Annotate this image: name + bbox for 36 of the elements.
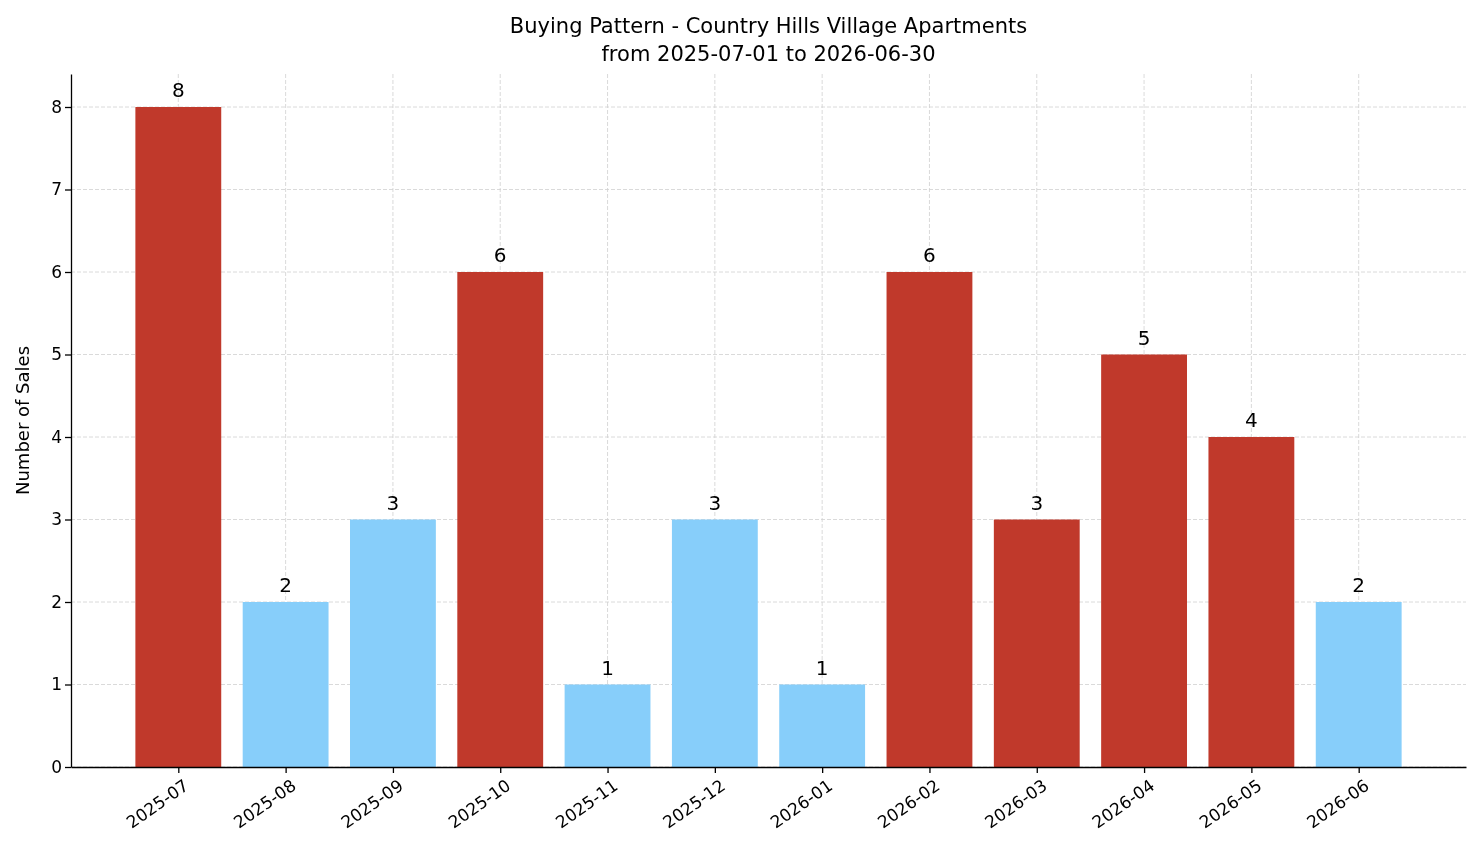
data-label: 1 [815, 655, 829, 680]
data-label: 2 [1352, 573, 1366, 597]
data-label: 3 [708, 490, 722, 515]
data-label: 4 [1245, 408, 1258, 432]
data-label: 2 [279, 573, 292, 597]
y-tick-label: 7 [51, 179, 62, 200]
bar [886, 272, 973, 767]
bar [564, 684, 651, 767]
y-tick-label: 1 [51, 674, 62, 695]
y-tick-label: 6 [51, 261, 62, 282]
chart-title: Buying Pattern - Country Hills Village Apartments [509, 14, 1028, 38]
chart-subtitle: from 2025-07-01 to 2026-06-30 [601, 42, 936, 66]
y-tick-label: 5 [51, 344, 62, 365]
data-label: 3 [1030, 490, 1044, 515]
data-label: 3 [386, 490, 400, 515]
y-tick-label: 4 [51, 426, 62, 447]
bar [1315, 602, 1402, 767]
y-tick-label: 3 [51, 509, 62, 530]
bar [350, 519, 436, 767]
bar [1101, 354, 1187, 767]
data-label: 1 [601, 655, 614, 680]
bar [1208, 437, 1295, 767]
y-tick-label: 0 [51, 756, 62, 777]
data-label: 8 [171, 78, 185, 102]
bar [135, 107, 222, 767]
y-tick-label: 8 [51, 96, 62, 117]
bar [242, 602, 329, 767]
y-axis-title: Number of Sales [12, 345, 33, 496]
y-tick-label: 2 [51, 591, 62, 612]
bar [993, 519, 1080, 767]
bar [457, 272, 544, 767]
data-label: 5 [1137, 325, 1151, 350]
bar [779, 684, 866, 767]
data-label: 6 [923, 243, 936, 267]
bar [671, 519, 758, 767]
data-label: 6 [493, 243, 507, 267]
